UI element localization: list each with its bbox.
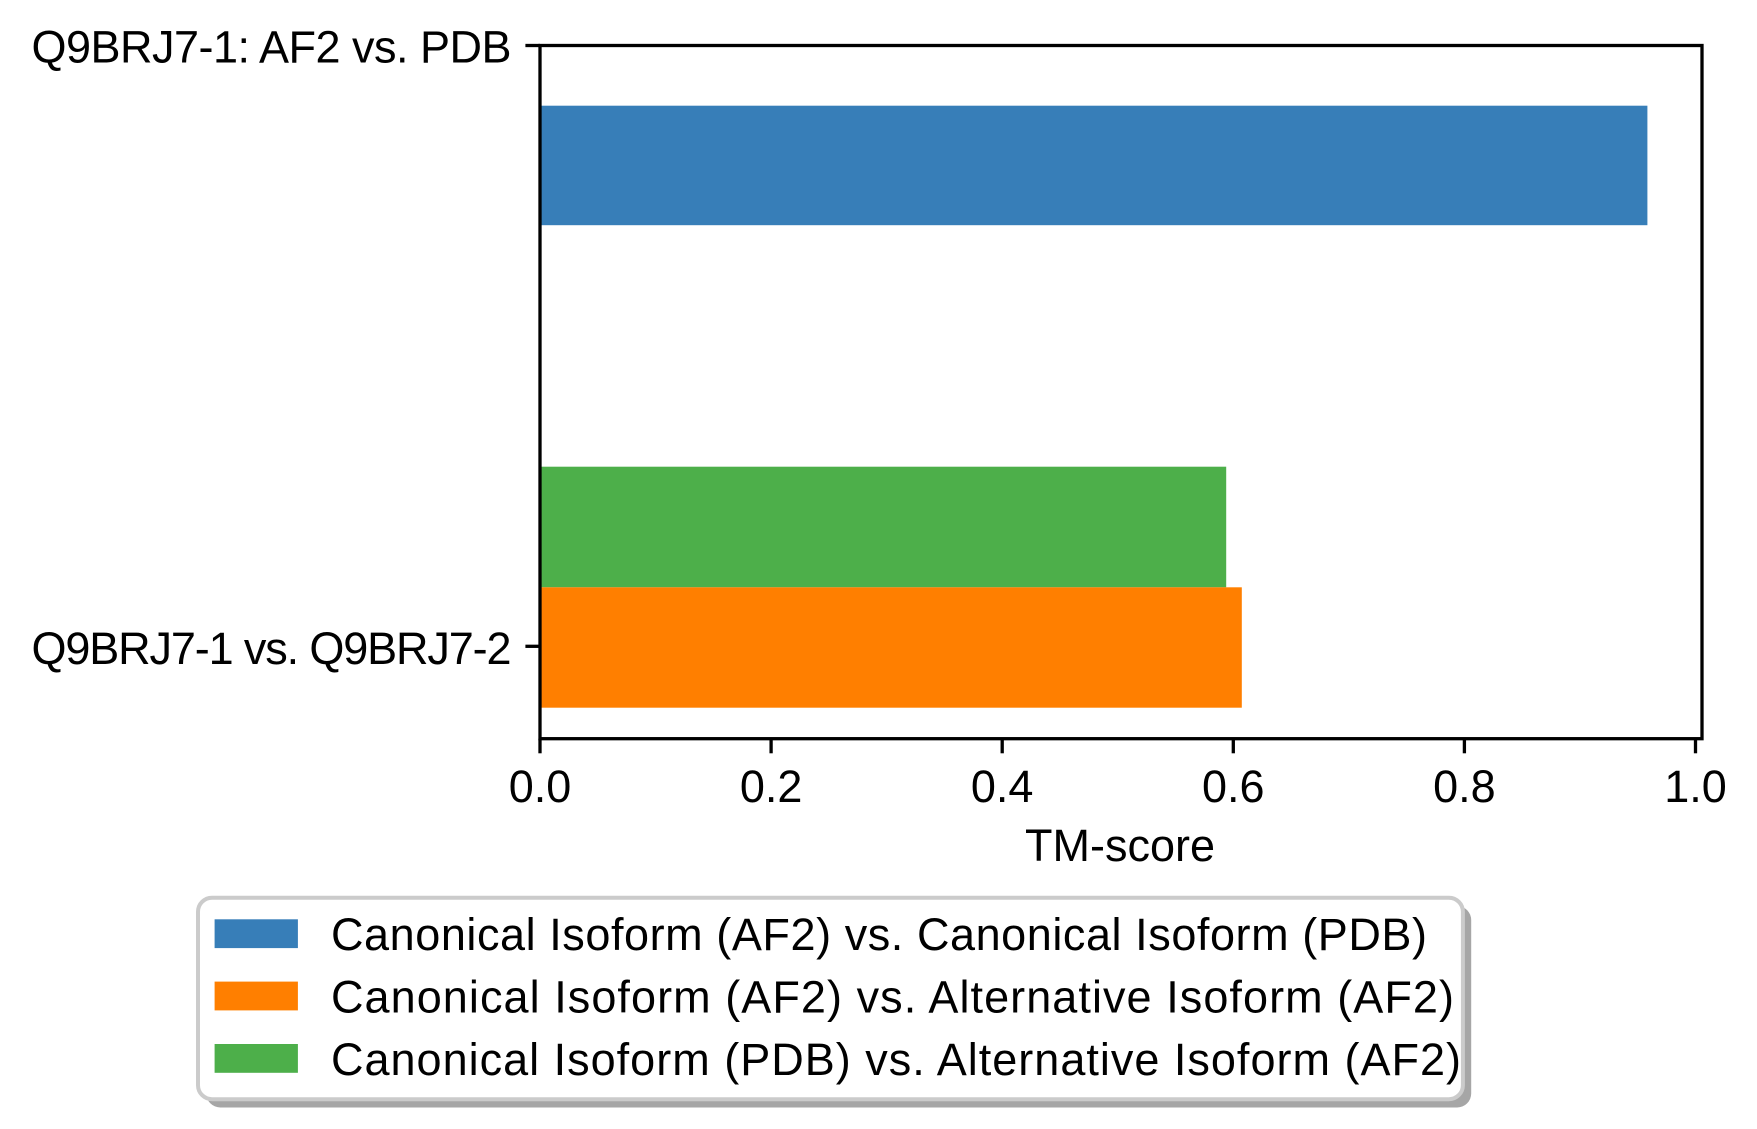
svg-text:0.0: 0.0 <box>509 761 572 812</box>
svg-text:0.6: 0.6 <box>1202 761 1265 812</box>
svg-text:1.0: 1.0 <box>1664 761 1727 812</box>
svg-text:Canonical Isoform (AF2) vs. Ca: Canonical Isoform (AF2) vs. Canonical Is… <box>331 909 1427 960</box>
svg-text:Canonical Isoform (AF2) vs. Al: Canonical Isoform (AF2) vs. Alternative … <box>331 972 1454 1023</box>
svg-text:Q9BRJ7-1 vs. Q9BRJ7-2: Q9BRJ7-1 vs. Q9BRJ7-2 <box>32 623 512 674</box>
svg-text:Q9BRJ7-1: AF2 vs. PDB: Q9BRJ7-1: AF2 vs. PDB <box>32 22 512 73</box>
svg-text:Canonical Isoform (PDB) vs. Al: Canonical Isoform (PDB) vs. Alternative … <box>331 1034 1461 1085</box>
svg-text:0.2: 0.2 <box>740 761 803 812</box>
svg-text:0.8: 0.8 <box>1433 761 1496 812</box>
svg-text:0.4: 0.4 <box>971 761 1034 812</box>
svg-text:TM-score: TM-score <box>1025 820 1215 871</box>
